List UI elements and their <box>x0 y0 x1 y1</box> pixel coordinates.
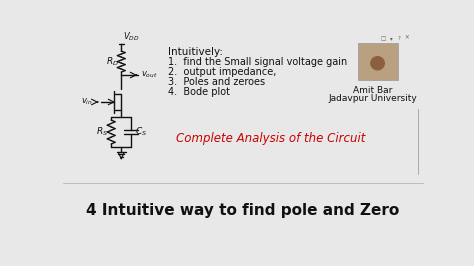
Text: $R_S$: $R_S$ <box>96 126 108 138</box>
Text: 4 Intuitive way to find pole and Zero: 4 Intuitive way to find pole and Zero <box>86 203 400 218</box>
Text: $v_{in}$: $v_{in}$ <box>82 97 93 107</box>
Text: 4.  Bode plot: 4. Bode plot <box>168 87 230 97</box>
Text: Jadavpur University: Jadavpur University <box>329 94 418 102</box>
Text: ●: ● <box>369 52 386 72</box>
Text: ▾: ▾ <box>390 36 392 41</box>
Text: $v_{out}$: $v_{out}$ <box>141 69 157 80</box>
Text: $V_{DD}$: $V_{DD}$ <box>123 30 139 43</box>
Text: Complete Analysis of the Circuit: Complete Analysis of the Circuit <box>175 132 365 145</box>
Text: 1.  find the Small signal voltage gain: 1. find the Small signal voltage gain <box>168 57 347 66</box>
Text: □: □ <box>381 36 386 41</box>
Text: Amit Bar: Amit Bar <box>354 86 393 95</box>
Text: ?: ? <box>397 36 400 41</box>
Text: 2.  output impedance,: 2. output impedance, <box>168 66 276 77</box>
Text: Intuitively:: Intuitively: <box>168 47 223 57</box>
Bar <box>357 43 398 80</box>
Text: 3.  Poles and zeroes: 3. Poles and zeroes <box>168 77 265 86</box>
Text: ✕: ✕ <box>404 36 409 41</box>
Text: $R_D$: $R_D$ <box>106 55 118 68</box>
Text: $C_S$: $C_S$ <box>136 126 147 138</box>
